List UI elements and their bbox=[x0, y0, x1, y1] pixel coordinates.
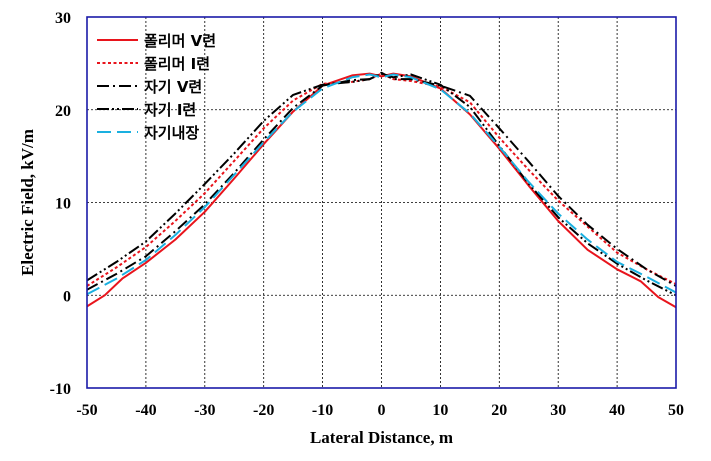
y-tick-label: -10 bbox=[50, 381, 71, 398]
tick-labels: -50 -40 -30 -20 -10 0 10 20 30 40 50 -10 0 10 20 30 bbox=[50, 10, 684, 419]
y-tick-label: 20 bbox=[55, 103, 71, 120]
legend-label-4: 자기 I련 bbox=[144, 101, 196, 119]
x-tick-label: -20 bbox=[253, 402, 274, 419]
series-lines bbox=[86, 71, 677, 309]
y-tick-label: 10 bbox=[55, 196, 71, 213]
series-line-4 bbox=[86, 72, 677, 297]
x-tick-label: 20 bbox=[491, 402, 507, 419]
x-tick-label: -50 bbox=[76, 402, 97, 419]
x-tick-label: -10 bbox=[312, 402, 333, 419]
grid bbox=[87, 17, 676, 388]
series-line-5 bbox=[86, 73, 677, 296]
x-tick-label: -30 bbox=[194, 402, 215, 419]
legend-label-5: 자기내장 bbox=[144, 124, 199, 142]
x-axis-title: Lateral Distance, m bbox=[310, 428, 453, 447]
x-tick-label: 0 bbox=[378, 402, 386, 419]
plot-frame bbox=[86, 16, 677, 389]
x-tick-label: 40 bbox=[609, 402, 625, 419]
legend-label-2: 폴리머 I련 bbox=[144, 55, 210, 73]
legend-label-1: 폴리머 V련 bbox=[144, 32, 216, 50]
y-tick-label: 0 bbox=[63, 288, 71, 305]
series-line-2 bbox=[86, 72, 677, 287]
series-line-1 bbox=[86, 72, 677, 309]
y-axis-title: Electric Field, kV/m bbox=[18, 129, 37, 276]
legend-label-3: 자기 V련 bbox=[144, 78, 202, 96]
y-tick-label: 30 bbox=[55, 10, 71, 27]
x-tick-label: 30 bbox=[550, 402, 566, 419]
x-tick-label: 10 bbox=[432, 402, 448, 419]
x-tick-label: -40 bbox=[135, 402, 156, 419]
x-tick-label: 50 bbox=[668, 402, 684, 419]
